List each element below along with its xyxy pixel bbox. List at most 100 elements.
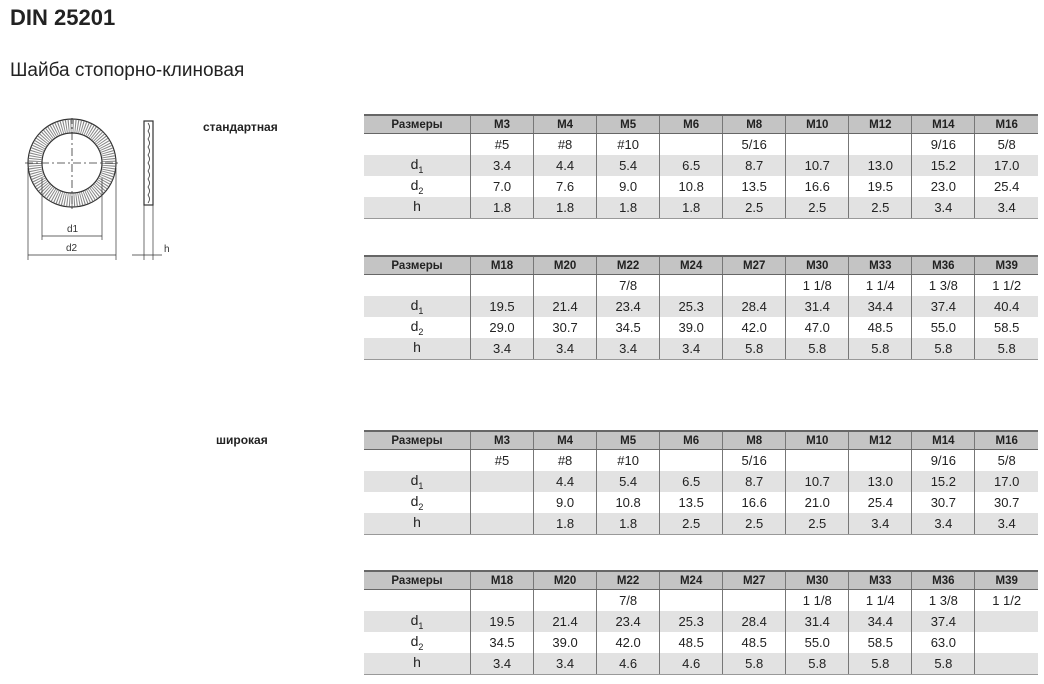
inch-cell: 9/16 [911, 449, 975, 471]
header-cell: M27 [722, 255, 786, 275]
section-label-wide: широкая [216, 433, 268, 447]
value-cell: 25.3 [659, 611, 723, 632]
row-label-name: h [413, 654, 421, 671]
value-cell: 10.8 [659, 176, 723, 197]
header-cell: M12 [848, 430, 912, 450]
inch-cell [659, 274, 723, 296]
value-cell: 1.8 [469, 197, 534, 219]
inch-cell [659, 133, 723, 155]
value-cell: 1.8 [596, 513, 660, 535]
header-cell: M16 [974, 430, 1038, 450]
inch-size-row: #5 #8 #10 5/16 9/16 5/8 [364, 449, 1038, 472]
table-header-row: Размеры M18 M20 M22 M24 M27 M30 M33 M36 M39 [364, 570, 1038, 590]
header-cell: M10 [785, 114, 849, 134]
header-cell: M39 [974, 255, 1038, 275]
value-cell: 48.5 [659, 632, 723, 653]
header-cell: M24 [659, 570, 723, 590]
inch-cell [659, 589, 723, 611]
value-cell: 31.4 [785, 296, 849, 317]
value-cell: 1.8 [659, 197, 723, 219]
value-cell: 37.4 [911, 611, 975, 632]
table-row: d1 19.5 21.4 23.4 25.3 28.4 31.4 34.4 37.4 [364, 611, 1038, 632]
row-label-name: d [410, 472, 419, 489]
value-cell: 21.0 [785, 492, 849, 513]
inch-cell: 1 1/8 [785, 589, 849, 611]
header-cell: M6 [659, 114, 723, 134]
value-cell: 3.4 [596, 338, 660, 360]
value-cell: 55.0 [785, 632, 849, 653]
value-cell: 55.0 [911, 317, 975, 338]
header-cell: M27 [722, 570, 786, 590]
row-label: d1 [364, 611, 471, 632]
value-cell: 16.6 [722, 492, 786, 513]
inch-cell: 1 3/8 [911, 274, 975, 296]
value-cell: 48.5 [722, 632, 786, 653]
value-cell: 5.8 [848, 653, 912, 675]
row-label: d1 [364, 155, 471, 176]
table-row: d2 29.0 30.7 34.5 39.0 42.0 47.0 48.5 55.0 58.5 [364, 317, 1038, 338]
value-cell: 19.5 [469, 296, 534, 317]
header-cell: M33 [848, 570, 912, 590]
header-cell: M12 [848, 114, 912, 134]
inch-cell: 5/8 [974, 133, 1038, 155]
value-cell: 1.8 [533, 197, 597, 219]
inch-cell [364, 275, 471, 297]
inch-cell [785, 133, 849, 155]
value-cell: 23.0 [911, 176, 975, 197]
value-cell: 25.3 [659, 296, 723, 317]
value-cell: 2.5 [848, 197, 912, 219]
value-cell [974, 653, 1038, 675]
value-cell: 2.5 [659, 513, 723, 535]
inch-cell: #5 [469, 133, 534, 155]
row-label-subscript: 2 [418, 326, 424, 337]
value-cell: 3.4 [848, 513, 912, 535]
header-cell: M22 [596, 255, 660, 275]
inch-cell [848, 133, 912, 155]
row-label-name: d [410, 612, 419, 629]
page-title: DIN 25201 [10, 5, 116, 30]
inch-cell: 1 1/2 [974, 274, 1038, 296]
value-cell: 5.8 [722, 338, 786, 360]
value-cell [469, 513, 534, 535]
value-cell: 6.5 [659, 471, 723, 492]
row-label-subscript: 2 [418, 641, 424, 652]
table-row: h 1.8 1.8 2.5 2.5 2.5 3.4 3.4 3.4 [364, 513, 1038, 535]
value-cell: 3.4 [533, 338, 597, 360]
header-cell: M3 [469, 114, 534, 134]
row-label: h [364, 653, 471, 675]
inch-size-row: 7/8 1 1/8 1 1/4 1 3/8 1 1/2 [364, 274, 1038, 297]
value-cell: 2.5 [722, 513, 786, 535]
value-cell: 2.5 [785, 197, 849, 219]
inch-cell [364, 450, 471, 472]
value-cell: 3.4 [469, 653, 534, 675]
header-cell: M8 [722, 430, 786, 450]
inch-cell: 1 1/4 [848, 589, 912, 611]
value-cell: 40.4 [974, 296, 1038, 317]
table-header-row: Размеры M3 M4 M5 M6 M8 M10 M12 M14 M16 [364, 430, 1038, 450]
row-label: d2 [364, 492, 471, 513]
row-label-subscript: 1 [418, 305, 424, 316]
header-cell: M5 [596, 430, 660, 450]
header-cell: M6 [659, 430, 723, 450]
value-cell: 39.0 [659, 317, 723, 338]
value-cell: 9.0 [596, 176, 660, 197]
value-cell: 15.2 [911, 155, 975, 176]
value-cell: 4.6 [659, 653, 723, 675]
section-label-standard: стандартная [203, 120, 278, 134]
row-label-subscript: 2 [418, 501, 424, 512]
table-row: d1 3.4 4.4 5.4 6.5 8.7 10.7 13.0 15.2 17.0 [364, 155, 1038, 176]
value-cell: 13.5 [722, 176, 786, 197]
value-cell [469, 492, 534, 513]
value-cell: 34.5 [596, 317, 660, 338]
value-cell: 10.7 [785, 471, 849, 492]
size-table: Размеры M18 M20 M22 M24 M27 M30 M33 M36 M39 7/8 1 1… [364, 255, 1038, 360]
value-cell: 10.8 [596, 492, 660, 513]
row-label: h [364, 513, 471, 535]
inch-cell [364, 590, 471, 612]
d1-label: d1 [67, 224, 79, 235]
header-cell: M33 [848, 255, 912, 275]
value-cell: 2.5 [722, 197, 786, 219]
value-cell: 4.4 [533, 155, 597, 176]
value-cell: 5.4 [596, 155, 660, 176]
value-cell: 3.4 [533, 653, 597, 675]
